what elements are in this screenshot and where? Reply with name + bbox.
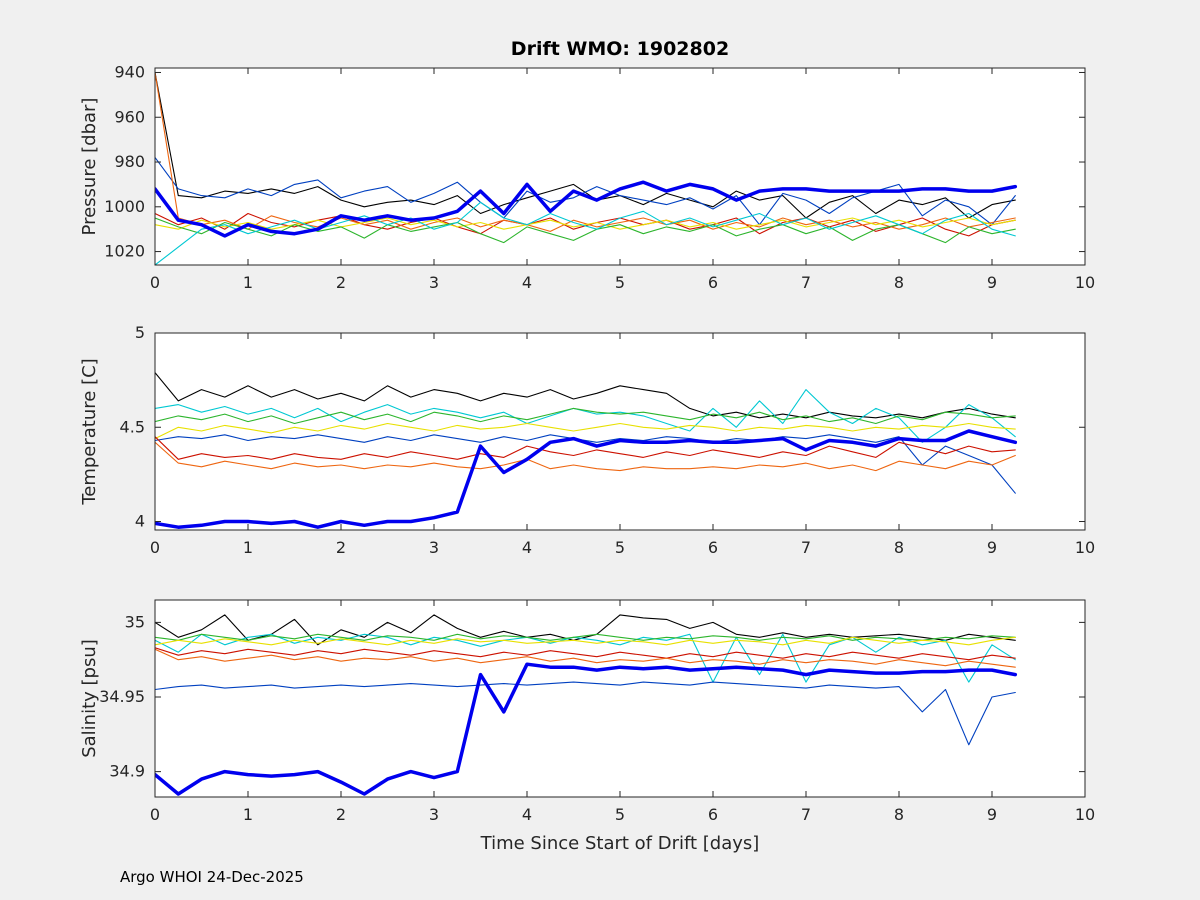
page-title: Drift WMO: 1902802 <box>510 38 730 60</box>
y-tick-label: 4 <box>135 512 145 531</box>
series-other-float-red <box>155 436 1016 460</box>
y-axis-label-temperature: Temperature [C] <box>79 358 100 505</box>
x-tick-label: 5 <box>615 273 625 292</box>
x-tick-label: 8 <box>894 805 904 824</box>
x-tick-label: 9 <box>987 805 997 824</box>
x-tick-label: 8 <box>894 273 904 292</box>
x-tick-label: 2 <box>336 805 346 824</box>
x-tick-label: 9 <box>987 273 997 292</box>
x-tick-label: 7 <box>801 805 811 824</box>
x-tick-label: 8 <box>894 538 904 557</box>
x-tick-label: 6 <box>708 273 718 292</box>
y-tick-label: 34.9 <box>109 762 145 781</box>
y-tick-label: 1000 <box>104 197 145 216</box>
series-other-float-yellow <box>155 636 1016 646</box>
series-other-float-yellow <box>155 422 1016 440</box>
x-tick-label: 4 <box>522 538 532 557</box>
series-other-float-green <box>155 217 1016 244</box>
y-axis-label-pressure: Pressure [dbar] <box>79 98 100 236</box>
series-other-float-cyan <box>155 201 1016 265</box>
x-tick-label: 10 <box>1075 805 1095 824</box>
x-tick-label: 3 <box>429 538 439 557</box>
series-other-float-black <box>155 614 1016 646</box>
x-tick-label: 9 <box>987 538 997 557</box>
series-other-float-orange <box>155 441 1016 472</box>
series-wmo-1902802-highlight <box>155 180 1018 238</box>
subplot-salinity: 0 1 2 3 4 5 6 7 8 9 10 34.9 34.95 35 Salinity [psu] <box>79 599 1095 824</box>
series-group-temperature <box>155 372 1018 529</box>
x-tick-label: 6 <box>708 538 718 557</box>
y-axis-temperature: 44.55 <box>120 323 1085 531</box>
series-other-float-yellow <box>155 217 1016 230</box>
series-other-float-blue <box>155 681 1016 746</box>
x-axis-label: Time Since Start of Drift [days] <box>480 833 760 854</box>
x-tick-label: 1 <box>243 538 253 557</box>
y-axis-label-salinity: Salinity [psu] <box>79 639 100 758</box>
series-other-float-orange <box>155 648 1016 668</box>
series-wmo-1902802-highlight <box>155 429 1018 529</box>
footer-annotation: Argo WHOI 24-Dec-2025 <box>120 868 304 886</box>
y-tick-label: 5 <box>135 323 145 342</box>
y-axis-salinity: 34.9 34.95 35 <box>99 612 1085 781</box>
y-tick-label: 35 <box>125 612 145 631</box>
x-tick-label: 4 <box>522 273 532 292</box>
y-tick-label: 960 <box>114 107 145 126</box>
y-tick-label: 4.5 <box>120 417 145 436</box>
y-tick-label: 980 <box>114 152 145 171</box>
x-tick-label: 10 <box>1075 538 1095 557</box>
series-other-float-black <box>155 372 1016 419</box>
series-other-float-cyan <box>155 389 1016 443</box>
x-tick-label: 2 <box>336 273 346 292</box>
series-group-salinity <box>155 614 1018 796</box>
x-tick-label: 7 <box>801 273 811 292</box>
series-other-float-blue <box>155 434 1016 494</box>
x-axis-pressure: 0 1 2 3 4 5 6 7 8 9 10 <box>150 68 1095 292</box>
series-other-float-red <box>155 647 1016 661</box>
y-tick-label: 940 <box>114 62 145 81</box>
x-tick-label: 0 <box>150 538 160 557</box>
x-tick-label: 7 <box>801 538 811 557</box>
x-tick-label: 10 <box>1075 273 1095 292</box>
series-other-float-green <box>155 407 1016 425</box>
x-tick-label: 4 <box>522 805 532 824</box>
x-tick-label: 3 <box>429 273 439 292</box>
series-group-pressure <box>155 71 1018 265</box>
x-tick-label: 1 <box>243 273 253 292</box>
series-wmo-1902802-highlight <box>155 662 1018 796</box>
x-axis-salinity: 0 1 2 3 4 5 6 7 8 9 10 <box>150 600 1095 824</box>
series-other-float-cyan <box>155 633 1016 683</box>
x-tick-label: 5 <box>615 805 625 824</box>
y-tick-label: 1020 <box>104 242 145 261</box>
x-tick-label: 0 <box>150 805 160 824</box>
y-tick-label: 34.95 <box>99 687 145 706</box>
x-tick-label: 3 <box>429 805 439 824</box>
x-tick-label: 2 <box>336 538 346 557</box>
y-axis-pressure: 940 960 980 1000 1020 <box>104 62 1085 261</box>
x-axis-temperature: 0 1 2 3 4 5 6 7 8 9 10 <box>150 333 1095 557</box>
x-tick-label: 6 <box>708 805 718 824</box>
x-tick-label: 5 <box>615 538 625 557</box>
series-other-float-green <box>155 633 1016 641</box>
x-tick-label: 0 <box>150 273 160 292</box>
x-tick-label: 1 <box>243 805 253 824</box>
